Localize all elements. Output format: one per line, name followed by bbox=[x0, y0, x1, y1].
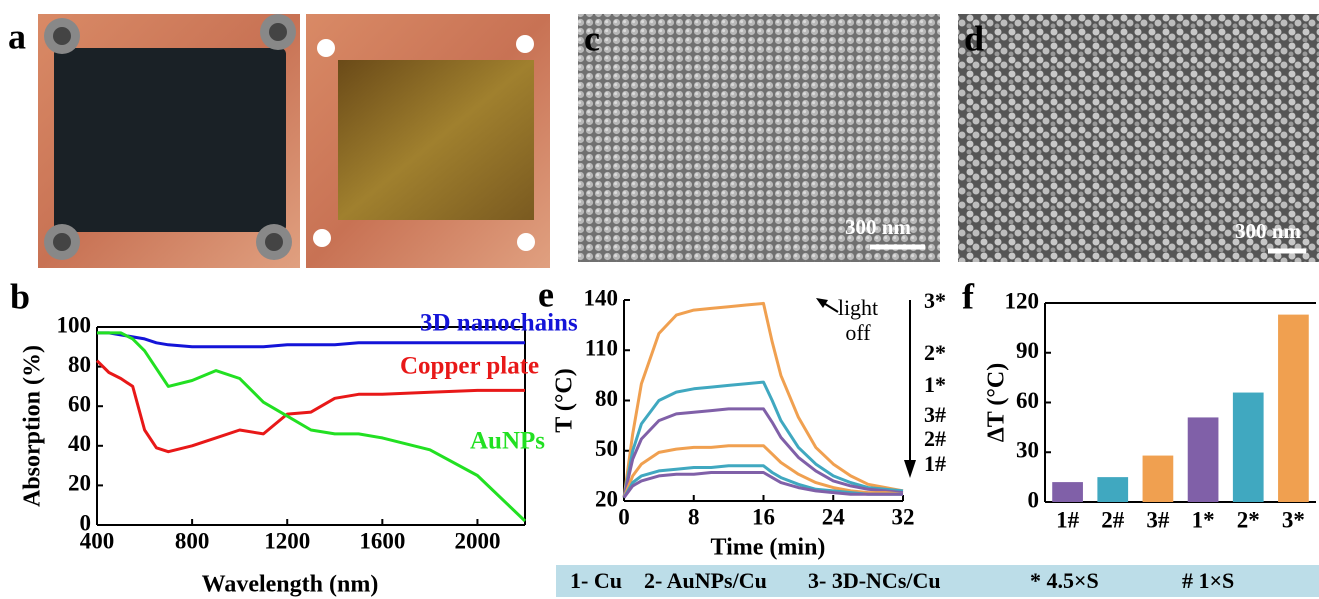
y-tick-label: 80 bbox=[68, 352, 91, 377]
panel-label: c bbox=[584, 18, 600, 58]
bar bbox=[1052, 482, 1083, 502]
y-tick-label: 0 bbox=[1028, 487, 1040, 512]
series-label: 1# bbox=[924, 451, 946, 476]
bar bbox=[1143, 456, 1174, 502]
y-tick-label: 20 bbox=[595, 486, 618, 511]
series-label: 3# bbox=[924, 402, 946, 427]
x-tick-label: 1# bbox=[1056, 507, 1080, 532]
x-tick-label: 3* bbox=[1282, 507, 1305, 532]
annotation-arrow-head bbox=[816, 298, 828, 308]
x-tick-label: 2* bbox=[1237, 507, 1260, 532]
panel-label: b bbox=[10, 276, 30, 316]
y-tick-label: 120 bbox=[1005, 288, 1040, 313]
scale-bar-label: 300 nm bbox=[1235, 219, 1301, 243]
series-label: AuNPs bbox=[470, 428, 545, 455]
x-tick-label: 800 bbox=[175, 528, 210, 553]
y-tick-label: 80 bbox=[595, 386, 618, 411]
series-label: 3D nanochains bbox=[420, 310, 578, 337]
photo-a-left bbox=[38, 14, 300, 268]
x-tick-label: 400 bbox=[80, 528, 115, 553]
scale-bar-label: 300 nm bbox=[845, 215, 911, 239]
x-tick-label: 2000 bbox=[454, 528, 500, 553]
panel-label: a bbox=[8, 16, 26, 56]
panel-label: e bbox=[538, 274, 554, 314]
x-axis-title: Time (min) bbox=[711, 535, 826, 561]
x-tick-label: 0 bbox=[618, 504, 630, 529]
legend-bar-item: 2- AuNPs/Cu bbox=[644, 568, 767, 593]
series-label: 2* bbox=[924, 340, 946, 365]
bar bbox=[1188, 417, 1219, 502]
annotation: off bbox=[845, 320, 871, 345]
figure: 300 nm 300 nm a b c d e f 1- Cu 2- AuNPs/… bbox=[0, 0, 1319, 599]
y-tick-label: 40 bbox=[68, 431, 91, 456]
series-label: 3* bbox=[924, 288, 946, 313]
legend-bar-item: * 4.5×S bbox=[1030, 568, 1099, 593]
bar bbox=[1097, 477, 1128, 502]
y-tick-label: 110 bbox=[585, 336, 618, 361]
y-tick-label: 100 bbox=[57, 312, 92, 337]
x-tick-label: 1600 bbox=[359, 528, 405, 553]
y-tick-label: 60 bbox=[68, 391, 91, 416]
x-tick-label: 32 bbox=[892, 504, 915, 529]
y-tick-label: 50 bbox=[595, 436, 618, 461]
annotation: light bbox=[838, 295, 878, 320]
x-tick-label: 16 bbox=[752, 504, 775, 529]
x-tick-label: 3# bbox=[1146, 507, 1170, 532]
panel-label: f bbox=[962, 276, 975, 316]
x-tick-label: 8 bbox=[688, 504, 700, 529]
photo-a-right bbox=[306, 14, 550, 268]
bar bbox=[1233, 393, 1264, 502]
x-tick-label: 2# bbox=[1101, 507, 1125, 532]
bar bbox=[1278, 315, 1309, 502]
legend-bar-item: 1- Cu bbox=[570, 568, 622, 593]
y-axis-title: Absorption (%) bbox=[20, 345, 46, 507]
legend-bar-item: 3- 3D-NCs/Cu bbox=[808, 568, 941, 593]
y-axis-title: ΔT (°C) bbox=[984, 363, 1010, 443]
y-tick-label: 20 bbox=[68, 471, 91, 496]
y-tick-label: 90 bbox=[1016, 338, 1039, 363]
panel-label: d bbox=[964, 18, 984, 58]
x-axis-title: Wavelength (nm) bbox=[202, 572, 379, 598]
y-tick-label: 140 bbox=[584, 285, 619, 310]
legend-bar-item: # 1×S bbox=[1182, 568, 1234, 593]
y-tick-label: 60 bbox=[1016, 388, 1039, 413]
y-tick-label: 30 bbox=[1016, 438, 1039, 463]
series-label: 1* bbox=[924, 372, 946, 397]
series-label: 2# bbox=[924, 426, 946, 451]
y-axis-title: T (°C) bbox=[552, 368, 578, 433]
series-label: Copper plate bbox=[400, 353, 539, 380]
x-tick-label: 1200 bbox=[264, 528, 310, 553]
x-tick-label: 1* bbox=[1192, 507, 1215, 532]
x-tick-label: 24 bbox=[822, 504, 846, 529]
trend-arrow-head bbox=[904, 460, 916, 478]
